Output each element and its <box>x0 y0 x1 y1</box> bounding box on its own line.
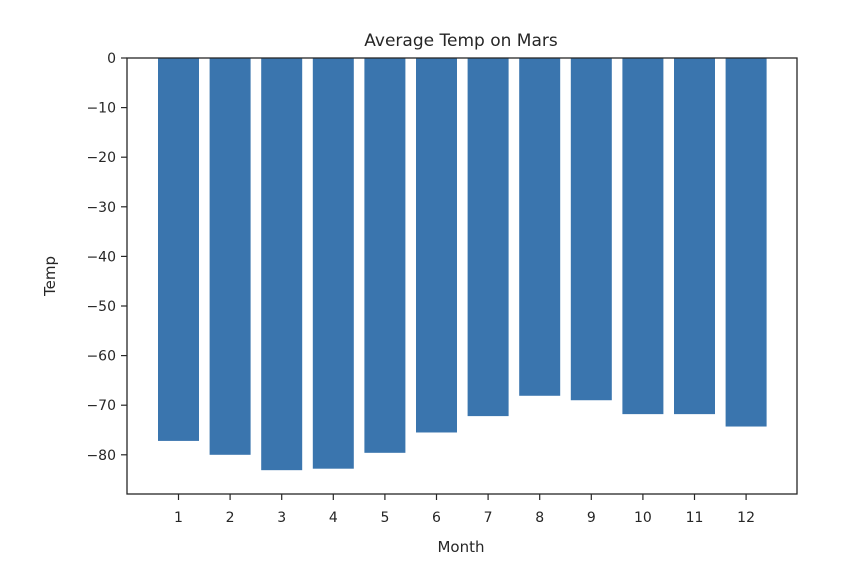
x-tick-label: 4 <box>329 510 338 526</box>
x-tick-label: 5 <box>380 510 389 526</box>
bar-month-1 <box>158 58 199 441</box>
x-tick-label: 6 <box>432 510 441 526</box>
bar-month-8 <box>519 58 561 396</box>
x-tick-label: 12 <box>737 510 755 526</box>
bar-month-9 <box>570 58 612 401</box>
x-tick-label: 10 <box>634 510 652 526</box>
x-tick-label: 2 <box>226 510 235 526</box>
y-tick-label: −80 <box>86 448 116 464</box>
x-tick-label: 7 <box>484 510 493 526</box>
bar-month-4 <box>312 58 354 469</box>
y-tick-label: −10 <box>86 101 116 117</box>
bar-month-6 <box>416 58 457 433</box>
y-axis: 0 −10 −20 −30 −40 −50 −60 −70 −80 <box>86 51 127 464</box>
y-axis-label: Temp <box>41 256 59 297</box>
bar-month-10 <box>622 58 664 415</box>
y-tick-label: −20 <box>86 150 116 166</box>
y-tick-label: −50 <box>86 299 116 315</box>
bar-month-5 <box>364 58 406 453</box>
x-tick-label: 9 <box>587 510 596 526</box>
bar-month-7 <box>467 58 509 417</box>
y-tick-label: −60 <box>86 349 116 365</box>
x-tick-label: 8 <box>535 510 544 526</box>
y-tick-label: 0 <box>107 51 116 67</box>
y-tick-label: −70 <box>86 398 116 414</box>
x-axis: 1 2 3 4 5 6 7 8 9 10 11 12 <box>174 494 755 526</box>
axes-frame <box>126 57 798 495</box>
y-tick-label: −30 <box>86 200 116 216</box>
y-tick-label: −40 <box>86 249 116 265</box>
bar-month-3 <box>261 58 303 471</box>
bar-month-2 <box>209 58 251 455</box>
chart-title: Average Temp on Mars <box>364 31 558 51</box>
x-tick-label: 3 <box>277 510 286 526</box>
bars-group <box>158 58 767 471</box>
x-axis-label: Month <box>437 538 484 556</box>
bar-month-11 <box>674 58 715 415</box>
bar-month-12 <box>725 58 767 427</box>
x-tick-label: 1 <box>174 510 183 526</box>
x-tick-label: 11 <box>686 510 704 526</box>
